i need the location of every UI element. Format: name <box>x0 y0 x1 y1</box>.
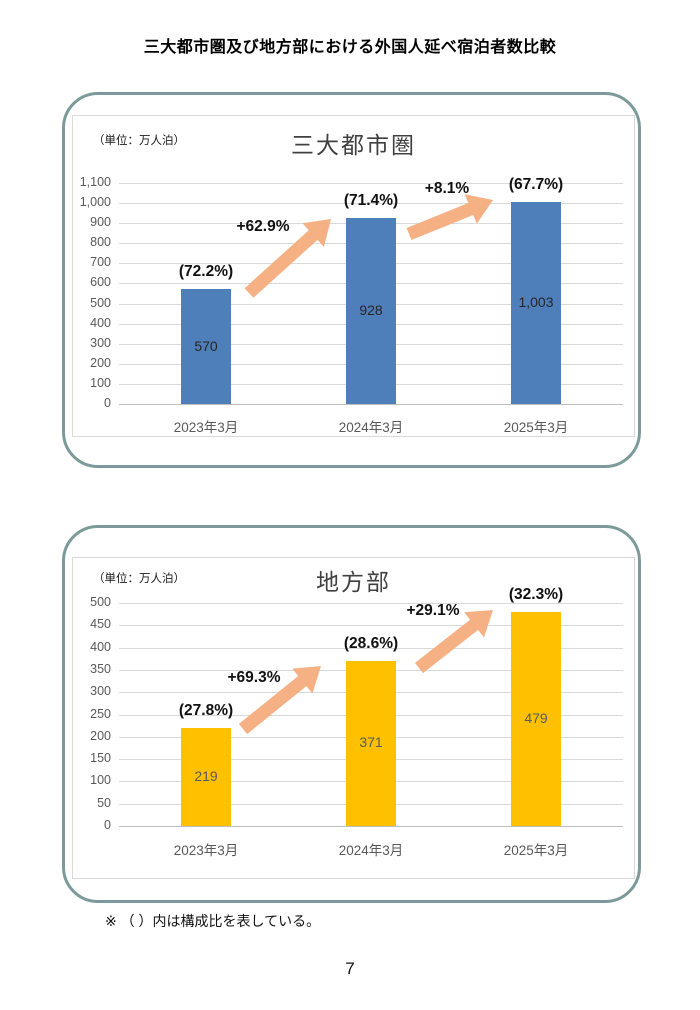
footnote: ※ （ ）内は構成比を表している。 <box>105 913 321 929</box>
growth-label: +62.9% <box>236 218 290 235</box>
y-tick-label: 1,100 <box>79 175 111 189</box>
regional-chart: （単位：万人泊） 地方部 0 50 100 150 200 250 300 350 400 450… <box>72 557 635 879</box>
y-tick-label: 0 <box>104 818 111 832</box>
x-axis-line <box>119 404 623 405</box>
gridline <box>119 625 623 627</box>
y-tick-label: 50 <box>97 795 111 810</box>
gridline <box>119 647 623 649</box>
chart-title: 地方部 <box>316 569 391 595</box>
category-label: 2023年3月 <box>173 420 239 435</box>
unit-label: （単位：万人泊） <box>93 573 185 585</box>
bar <box>181 289 231 404</box>
gridline <box>119 203 623 205</box>
x-axis-line <box>119 826 623 827</box>
y-tick-label: 100 <box>90 375 111 390</box>
y-tick-label: 500 <box>90 595 111 609</box>
category-label: 2025年3月 <box>503 843 569 858</box>
page-number: 7 <box>345 959 355 978</box>
page-title: 三大都市圏及び地方部における外国人延べ宿泊者数比較 <box>143 39 557 56</box>
category-label: 2023年3月 <box>173 843 239 858</box>
growth-label: +29.1% <box>406 602 460 619</box>
growth-label: +69.3% <box>227 669 281 686</box>
growth-label: +8.1% <box>424 180 470 197</box>
y-tick-label: 600 <box>90 275 111 290</box>
unit-label: （単位：万人泊） <box>93 135 185 147</box>
bar-value-label: 928 <box>359 301 383 318</box>
bar-value-label: 479 <box>524 710 548 727</box>
y-tick-label: 800 <box>90 235 111 250</box>
y-tick-label: 0 <box>104 396 111 410</box>
gridline <box>119 603 623 604</box>
bar <box>181 728 231 826</box>
bar <box>346 217 396 404</box>
y-tick-label: 200 <box>90 728 111 743</box>
y-tick-label: 500 <box>90 295 111 310</box>
y-tick-label: 250 <box>90 706 111 721</box>
bar-value-label: 570 <box>194 337 218 354</box>
chart-title: 三大都市圏 <box>291 132 416 158</box>
y-tick-label: 200 <box>90 355 111 370</box>
share-label: (27.8%) <box>178 702 234 720</box>
y-tick-label: 150 <box>90 751 111 766</box>
y-tick-label: 900 <box>90 215 111 230</box>
share-label: (32.3%) <box>508 586 564 604</box>
bar <box>511 612 561 826</box>
category-label: 2024年3月 <box>338 843 404 858</box>
y-tick-label: 100 <box>90 773 111 788</box>
y-tick-label: 400 <box>90 315 111 330</box>
y-tick-label: 350 <box>90 661 111 676</box>
share-label: (28.6%) <box>343 634 399 652</box>
category-label: 2025年3月 <box>503 420 569 435</box>
bar <box>511 202 561 404</box>
y-tick-label: 300 <box>90 335 111 350</box>
bar-value-label: 371 <box>359 734 383 751</box>
y-tick-label: 400 <box>90 639 111 654</box>
share-label: (72.2%) <box>178 263 234 281</box>
y-tick-label: 450 <box>90 617 111 632</box>
metro-chart: （単位：万人泊） 三大都市圏 0 100 200 300 400 500 600 700 800… <box>72 115 635 437</box>
category-label: 2024年3月 <box>338 420 404 435</box>
y-tick-label: 300 <box>90 684 111 699</box>
bar-value-label: 1,003 <box>518 294 554 311</box>
share-label: (67.7%) <box>508 176 564 194</box>
gridline <box>119 183 623 184</box>
share-label: (71.4%) <box>343 191 399 209</box>
y-tick-label: 700 <box>90 255 111 270</box>
bar <box>346 660 396 826</box>
y-tick-label: 1,000 <box>79 195 111 210</box>
bar-value-label: 219 <box>194 768 218 785</box>
